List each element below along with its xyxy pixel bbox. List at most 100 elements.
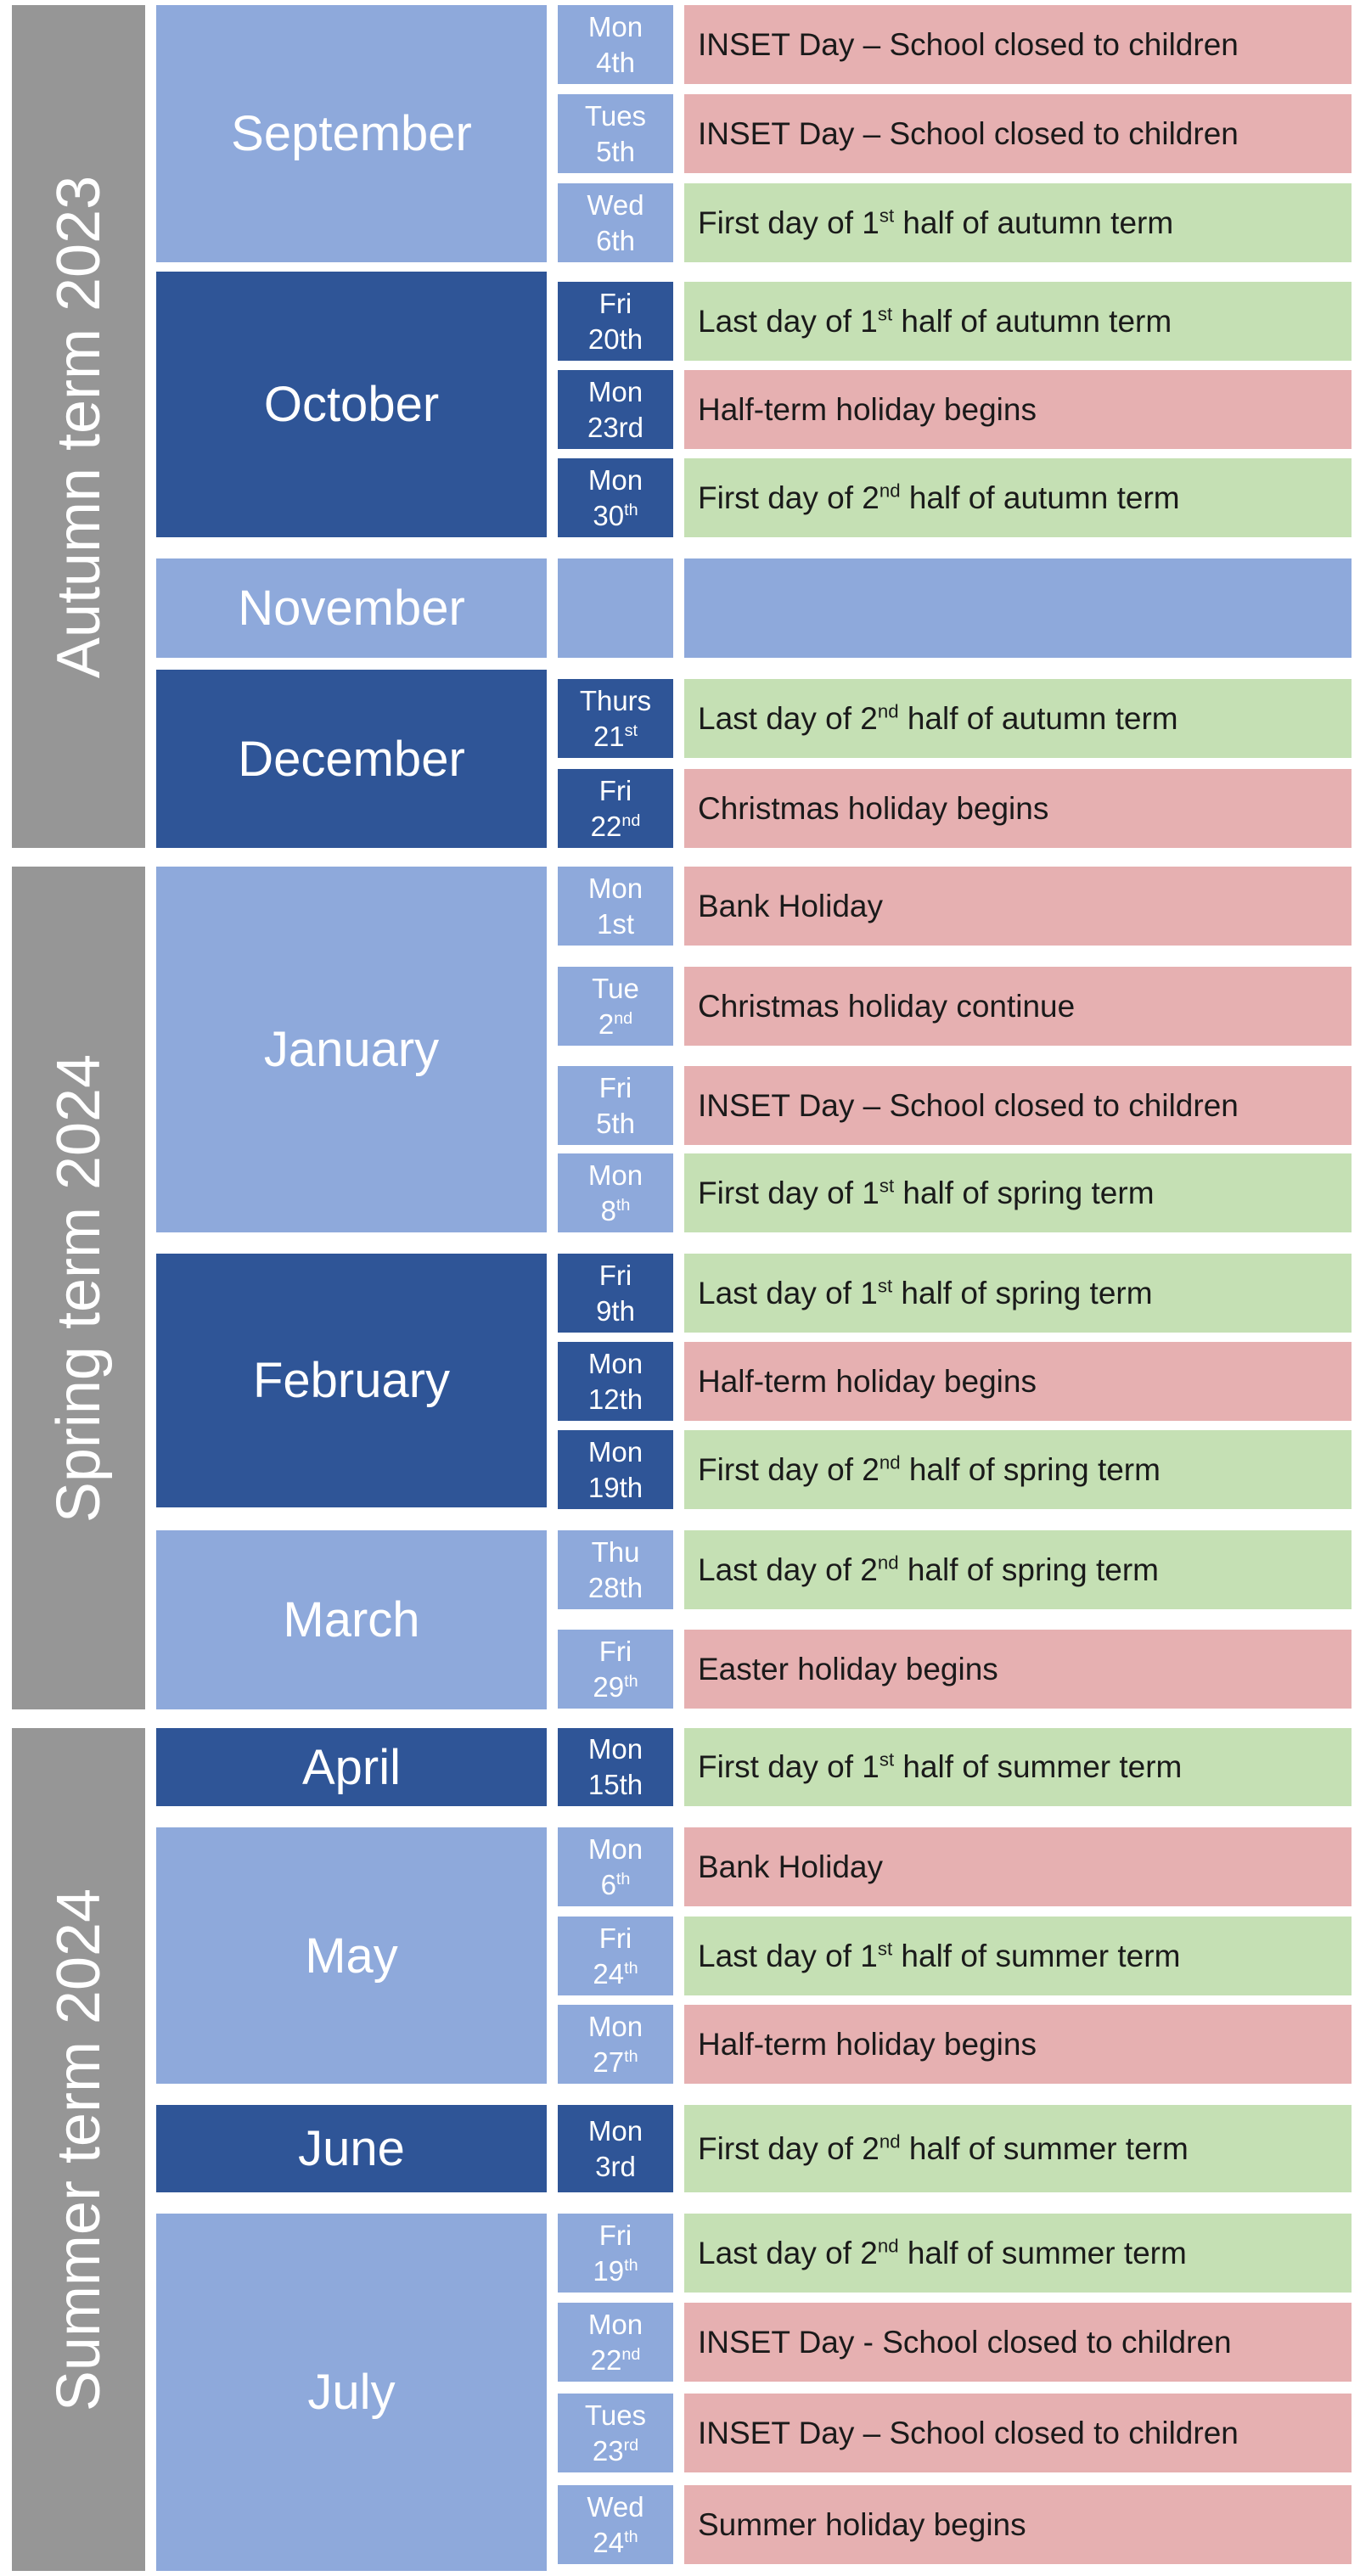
event-text: Half-term holiday begins bbox=[698, 2026, 1037, 2062]
month-label: November bbox=[156, 558, 547, 658]
date-number: 30th bbox=[593, 498, 638, 534]
date-weekday: Tues bbox=[584, 99, 647, 132]
event-cell: INSET Day – School closed to children bbox=[684, 94, 1352, 173]
event-text: Last day of 1st half of summer term bbox=[698, 1938, 1181, 1973]
date-cell: Fri 20th bbox=[558, 282, 673, 361]
month-label: April bbox=[156, 1728, 547, 1806]
date-cell: Mon 15th bbox=[558, 1728, 673, 1806]
month-label: February bbox=[156, 1254, 547, 1507]
date-weekday: Mon bbox=[587, 1159, 643, 1191]
date-weekday: Mon bbox=[587, 10, 643, 42]
date-number: 2nd bbox=[599, 1007, 632, 1042]
event-text: First day of 2nd half of summer term bbox=[698, 2130, 1189, 2166]
event-text: Summer holiday begins bbox=[698, 2506, 1026, 2542]
date-weekday: Fri bbox=[599, 774, 632, 806]
date-cell: Tues 5th bbox=[558, 94, 673, 173]
date-day-number: 4th bbox=[596, 46, 635, 78]
term-label: Spring term 2024 bbox=[44, 1053, 113, 1523]
date-day-number: 23 bbox=[592, 2434, 624, 2467]
term-label: Summer term 2024 bbox=[44, 1888, 113, 2411]
event-text: Half-term holiday begins bbox=[698, 391, 1037, 427]
date-number: 6th bbox=[596, 223, 635, 259]
event-cell: First day of 2nd half of summer term bbox=[684, 2105, 1352, 2192]
date-weekday: Fri bbox=[599, 1071, 632, 1103]
event-text: Last day of 2nd half of summer term bbox=[698, 2235, 1187, 2270]
date-weekday: Thu bbox=[591, 1535, 640, 1568]
event-text: First day of 1st half of autumn term bbox=[698, 205, 1174, 240]
event-text: INSET Day – School closed to children bbox=[698, 2415, 1239, 2450]
date-cell: Mon 22nd bbox=[558, 2303, 673, 2382]
term-label: Autumn term 2023 bbox=[44, 175, 113, 678]
date-weekday: Mon bbox=[587, 872, 643, 904]
date-weekday: Thurs bbox=[579, 684, 652, 716]
date-number: 20th bbox=[588, 322, 643, 357]
date-day-number: 3rd bbox=[595, 2150, 636, 2182]
event-cell: Christmas holiday begins bbox=[684, 769, 1352, 848]
date-day-number: 22 bbox=[590, 810, 622, 842]
date-cell: Mon 27th bbox=[558, 2005, 673, 2084]
event-text: INSET Day – School closed to children bbox=[698, 26, 1239, 62]
date-ordinal-suffix: th bbox=[624, 2255, 638, 2275]
date-number: 19th bbox=[593, 2253, 638, 2289]
event-text: Christmas holiday continue bbox=[698, 988, 1076, 1024]
date-number: 24th bbox=[593, 1956, 638, 1992]
date-day-number: 15th bbox=[587, 1769, 643, 1800]
event-text: Last day of 2nd half of spring term bbox=[698, 1552, 1159, 1587]
date-weekday: Fri bbox=[599, 1922, 632, 1954]
date-day-number: 6th bbox=[596, 224, 635, 256]
event-text: Easter holiday begins bbox=[698, 1651, 998, 1686]
month-label: December bbox=[156, 670, 547, 848]
event-cell: First day of 2nd half of autumn term bbox=[684, 458, 1352, 537]
date-cell bbox=[558, 558, 673, 658]
month-label: July bbox=[156, 2214, 547, 2571]
event-cell: Last day of 2nd half of summer term bbox=[684, 2214, 1352, 2293]
month-label: January bbox=[156, 867, 547, 1232]
date-weekday: Mon bbox=[587, 2114, 643, 2147]
date-cell: Mon 1st bbox=[558, 867, 673, 946]
date-weekday: Wed bbox=[587, 2490, 644, 2523]
date-ordinal-suffix: th bbox=[624, 2046, 638, 2066]
date-day-number: 24 bbox=[593, 1957, 625, 1990]
date-cell: Mon 4th bbox=[558, 5, 673, 84]
date-day-number: 20th bbox=[587, 323, 643, 355]
date-number: 22nd bbox=[591, 2343, 641, 2378]
date-weekday: Wed bbox=[587, 188, 644, 221]
date-number: 1st bbox=[597, 906, 634, 942]
date-day-number: 21 bbox=[593, 720, 625, 752]
date-weekday: Mon bbox=[587, 463, 643, 496]
date-cell: Mon 12th bbox=[558, 1342, 673, 1421]
date-day-number: 22 bbox=[590, 2343, 622, 2376]
date-number: 23rd bbox=[593, 2433, 638, 2469]
date-day-number: 28th bbox=[587, 1571, 643, 1603]
date-weekday: Fri bbox=[599, 1259, 632, 1291]
date-cell: Mon 6th bbox=[558, 1827, 673, 1906]
date-day-number: 1st bbox=[596, 907, 635, 940]
month-label: September bbox=[156, 5, 547, 262]
date-weekday: Mon bbox=[587, 1347, 643, 1379]
event-cell: Half-term holiday begins bbox=[684, 2005, 1352, 2084]
date-number: 15th bbox=[588, 1767, 643, 1803]
event-cell: Half-term holiday begins bbox=[684, 370, 1352, 449]
event-text: First day of 1st half of summer term bbox=[698, 1748, 1183, 1784]
event-cell: First day of 1st half of autumn term bbox=[684, 183, 1352, 262]
date-weekday: Mon bbox=[587, 1832, 643, 1865]
date-number: 22nd bbox=[591, 809, 641, 845]
date-number: 28th bbox=[588, 1570, 643, 1606]
month-label: October bbox=[156, 272, 547, 537]
date-ordinal-suffix: st bbox=[624, 721, 638, 740]
date-weekday: Mon bbox=[587, 2010, 643, 2042]
date-cell: Thurs 21st bbox=[558, 679, 673, 758]
date-day-number: 6 bbox=[600, 1868, 616, 1900]
event-cell: Last day of 1st half of autumn term bbox=[684, 282, 1352, 361]
event-text: First day of 1st half of spring term bbox=[698, 1175, 1155, 1210]
date-number: 8th bbox=[601, 1193, 631, 1229]
month-label: March bbox=[156, 1530, 547, 1709]
date-ordinal-suffix: th bbox=[624, 1671, 638, 1691]
date-cell: Mon 3rd bbox=[558, 2105, 673, 2192]
term-band: Summer term 2024 bbox=[12, 1728, 145, 2571]
date-weekday: Mon bbox=[587, 1733, 643, 1765]
event-cell: Summer holiday begins bbox=[684, 2485, 1352, 2564]
date-number: 23rd bbox=[587, 410, 643, 446]
event-text: INSET Day – School closed to children bbox=[698, 1087, 1239, 1123]
event-text: Christmas holiday begins bbox=[698, 790, 1049, 826]
